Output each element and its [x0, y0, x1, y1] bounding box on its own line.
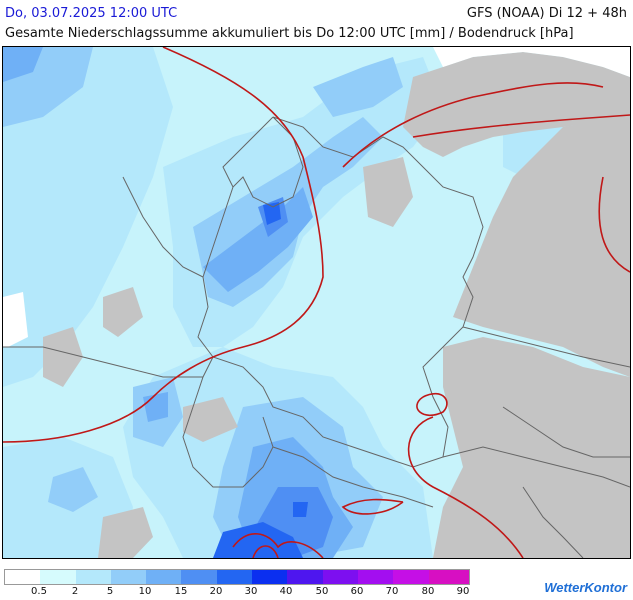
white-area	[3, 292, 28, 347]
legend-label: 5	[106, 586, 114, 597]
precipitation-legend	[4, 569, 470, 585]
precipitation-map	[2, 46, 631, 559]
country-borders	[3, 116, 630, 558]
precip-area-intense	[213, 522, 303, 558]
precip-area-intense	[293, 502, 308, 517]
legend-label: 30	[244, 586, 258, 597]
legend-label: 15	[174, 586, 188, 597]
legend-swatch	[393, 570, 429, 584]
legend-swatch	[252, 570, 288, 584]
legend-swatch	[5, 570, 41, 584]
legend-label: 10	[138, 586, 152, 597]
legend-label: 0.5	[31, 586, 47, 597]
legend-label: 60	[350, 586, 364, 597]
forecast-datetime: Do, 03.07.2025 12:00 UTC	[5, 6, 178, 21]
legend-swatch	[146, 570, 182, 584]
legend-label: 20	[209, 586, 223, 597]
legend-label: 90	[456, 586, 470, 597]
land-mask-gray	[363, 157, 413, 227]
land-mask-gray	[98, 507, 153, 558]
legend-label: 2	[71, 586, 79, 597]
land-mask-gray	[103, 287, 143, 337]
legend-swatch	[181, 570, 217, 584]
precip-area-medium	[48, 467, 98, 512]
wetterkontor-logo: WetterKontor	[544, 580, 627, 595]
legend-swatch	[463, 570, 469, 584]
legend-swatch	[428, 570, 464, 584]
legend-swatch	[110, 570, 147, 584]
legend-swatch	[357, 570, 394, 584]
precip-area-intense	[263, 202, 281, 225]
model-run-label: GFS (NOAA) Di 12 + 48h	[466, 6, 627, 21]
legend-label: 70	[385, 586, 399, 597]
land-mask-gray	[43, 327, 83, 387]
land-mask-gray	[453, 117, 630, 377]
legend-label: 80	[421, 586, 435, 597]
precip-area-medium	[313, 57, 403, 117]
land-mask-gray	[183, 397, 238, 442]
legend-label: 50	[315, 586, 329, 597]
isobars	[3, 47, 630, 558]
legend-swatch	[322, 570, 358, 584]
precip-area-heavy	[3, 47, 43, 82]
legend-label: 40	[279, 586, 293, 597]
precip-area-light	[3, 47, 173, 387]
legend-swatch	[75, 570, 111, 584]
white-area	[433, 47, 630, 77]
legend-swatch	[40, 570, 76, 584]
land-mask-gray	[433, 337, 630, 558]
legend-swatch	[287, 570, 323, 584]
legend-swatch	[216, 570, 253, 584]
map-subtitle: Gesamte Niederschlagssumme akkumuliert b…	[5, 26, 574, 41]
legend-labels: 0.5 2 5 10 15 20 30 40 50 60 70 80 90	[4, 586, 498, 600]
